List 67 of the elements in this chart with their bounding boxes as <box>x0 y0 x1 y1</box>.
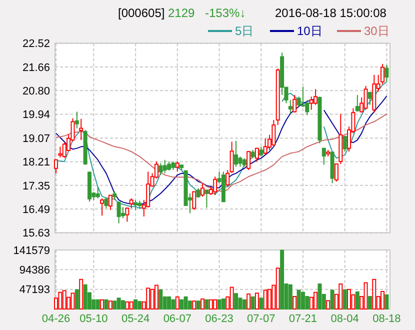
bar <box>83 284 88 310</box>
candlestick <box>213 176 218 196</box>
text: -153%↓ <box>205 6 246 20</box>
bar <box>221 298 226 310</box>
bar <box>96 299 100 310</box>
candlestick <box>309 96 314 110</box>
text: 2016-08-18 15:00:08 <box>275 6 387 20</box>
bar <box>342 289 347 310</box>
bar <box>355 291 360 310</box>
y-tick-label: 16.49 <box>22 204 50 216</box>
bar <box>196 300 200 310</box>
y-tick-label: 18.21 <box>22 156 50 169</box>
x-tick-label: 06-07 <box>163 313 192 325</box>
x-tick-label: 04-26 <box>42 313 70 325</box>
x-tick-label: 05-10 <box>80 313 108 325</box>
bar <box>242 299 246 310</box>
bar <box>384 294 389 310</box>
bar <box>188 300 192 310</box>
bar <box>134 299 138 310</box>
bar <box>318 283 322 310</box>
x-tick-label: 06-23 <box>205 313 234 325</box>
text: 2129 <box>168 6 196 20</box>
text: [000605] <box>118 6 165 20</box>
x-tick-label: 07-21 <box>288 313 318 325</box>
bar <box>368 296 372 310</box>
x-tick-label: 05-24 <box>121 313 150 325</box>
bar <box>300 292 305 310</box>
bar <box>74 289 79 310</box>
bar <box>250 296 255 310</box>
y-tick-label: 21.66 <box>22 62 50 74</box>
bar <box>204 299 209 310</box>
candlestick <box>158 162 163 176</box>
bar <box>138 301 142 310</box>
bar <box>167 296 172 310</box>
candlestick <box>79 118 84 141</box>
bar <box>180 299 184 310</box>
y-tick-label: 15.63 <box>22 228 50 240</box>
y-tick-label: 19.94 <box>22 109 50 122</box>
bar <box>120 300 125 310</box>
legend-label: 10日 <box>297 24 322 38</box>
y-tick-label: 19.07 <box>22 132 50 145</box>
bar <box>112 300 117 310</box>
y-tick-label: 47193 <box>19 284 50 296</box>
x-tick-label: 08-04 <box>330 313 359 325</box>
bar <box>296 290 301 310</box>
y-tick-label: 141579 <box>13 244 50 257</box>
legend-label: 5日 <box>235 24 254 38</box>
bar <box>116 298 121 310</box>
y-tick-label: 17.35 <box>22 180 50 192</box>
bar <box>171 299 176 310</box>
bar <box>217 299 222 310</box>
bar <box>234 293 238 310</box>
bar <box>259 298 264 310</box>
y-tick-label: 94386 <box>19 264 50 277</box>
y-tick-label: 20.80 <box>22 85 50 98</box>
bar <box>305 296 310 310</box>
candlestick <box>384 64 389 82</box>
bar <box>104 299 108 310</box>
bar <box>158 289 163 310</box>
bar <box>330 290 334 310</box>
legend-label: 30日 <box>364 24 390 38</box>
x-tick-label: 08-18 <box>372 313 401 325</box>
x-tick-label: 07-07 <box>247 313 276 325</box>
y-tick-label: 22.52 <box>22 38 50 50</box>
bar <box>280 250 284 310</box>
bar <box>288 284 292 310</box>
bar <box>184 296 188 310</box>
